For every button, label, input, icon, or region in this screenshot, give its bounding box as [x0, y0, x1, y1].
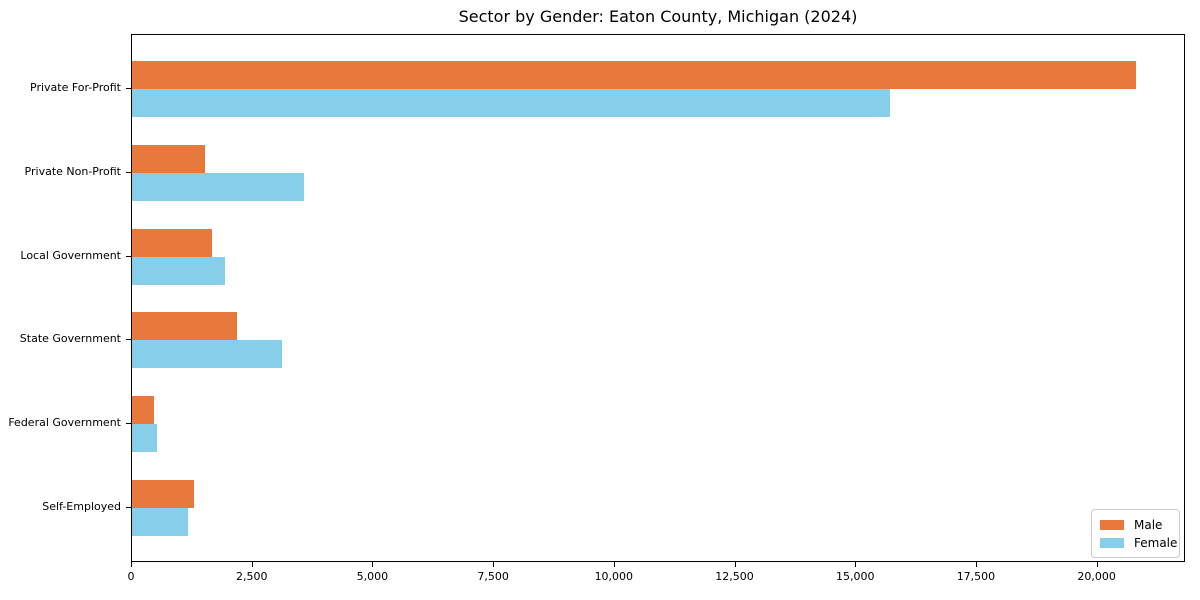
bar-female-4	[132, 340, 283, 369]
y-tick-label: Private For-Profit	[30, 81, 121, 94]
x-tick-label: 0	[127, 570, 135, 583]
chart-title: Sector by Gender: Eaton County, Michigan…	[458, 7, 858, 26]
y-tick-mark	[126, 171, 131, 173]
bar-female-3	[132, 256, 226, 285]
bar-male-5	[132, 396, 155, 425]
x-tick-mark	[131, 562, 132, 567]
legend-swatch-female-icon	[1100, 537, 1124, 548]
bar-female-2	[132, 172, 304, 201]
bar-male-6	[132, 480, 195, 508]
y-tick-label: Federal Government	[8, 416, 121, 430]
bar-male-2	[132, 144, 205, 173]
y-tick-mark	[126, 255, 131, 257]
x-tick-label: 10,000	[594, 570, 634, 583]
bar-female-5	[132, 424, 157, 453]
legend-label-female: Female	[1134, 535, 1178, 550]
bar-female-6	[132, 508, 189, 536]
legend-item-female: Female	[1100, 535, 1177, 550]
y-tick-mark	[126, 339, 131, 341]
legend-swatch-male-icon	[1100, 519, 1124, 530]
legend-label-male: Male	[1134, 517, 1163, 532]
x-tick-mark	[613, 562, 615, 567]
x-tick-label: 17,500	[956, 570, 996, 583]
x-tick-label: 5,000	[356, 570, 389, 583]
x-tick-mark	[493, 562, 495, 567]
bar-female-1	[132, 89, 891, 117]
y-tick-mark	[126, 507, 131, 508]
x-tick-label: 12,500	[715, 570, 754, 583]
bar-male-4	[132, 312, 237, 341]
y-tick-mark	[126, 423, 131, 425]
legend: Male Female	[1091, 509, 1180, 558]
bar-male-1	[132, 61, 1137, 89]
x-tick-mark	[975, 562, 977, 567]
y-tick-label: State Government	[19, 332, 121, 346]
x-tick-mark	[734, 562, 736, 567]
x-tick-mark	[251, 562, 253, 567]
x-tick-label: 7,500	[477, 570, 509, 583]
bar-male-3	[132, 228, 213, 257]
x-tick-label: 15,000	[835, 570, 875, 583]
y-tick-mark	[126, 88, 131, 89]
legend-item-male: Male	[1100, 517, 1171, 532]
y-tick-label: Local Government	[20, 248, 121, 262]
plot-area	[131, 34, 1185, 562]
y-tick-label: Private Non-Profit	[24, 164, 121, 178]
y-tick-label: Self-Employed	[42, 500, 121, 513]
x-tick-mark	[855, 562, 857, 567]
x-tick-mark	[372, 562, 374, 567]
x-tick-label: 2,500	[235, 570, 268, 583]
x-tick-label: 20,000	[1077, 570, 1116, 583]
x-tick-mark	[1096, 562, 1098, 567]
